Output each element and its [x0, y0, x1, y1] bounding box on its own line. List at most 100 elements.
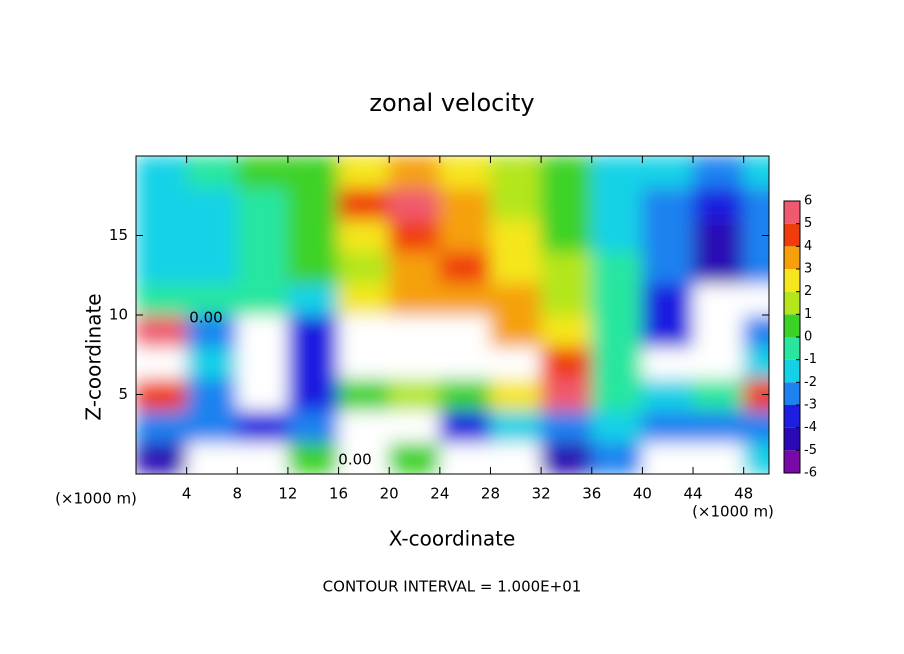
field-clip	[136, 156, 769, 474]
cell	[287, 250, 340, 284]
cell	[743, 346, 769, 380]
x-tick-label: 24	[430, 485, 449, 503]
cell	[489, 219, 542, 252]
cell	[743, 250, 769, 284]
cell	[641, 156, 694, 189]
cell	[540, 187, 593, 221]
cell	[236, 250, 289, 284]
cell	[489, 282, 542, 316]
colorbar-tick-label: -5	[804, 443, 817, 458]
cell	[743, 441, 769, 474]
cell	[186, 409, 238, 443]
cell	[439, 250, 491, 284]
cell	[186, 187, 238, 221]
cell	[591, 250, 643, 284]
cell	[540, 441, 593, 474]
x-tick-label: 8	[233, 485, 243, 503]
colorbar-tick-label: 3	[804, 262, 812, 277]
cell	[388, 409, 441, 443]
cell	[136, 250, 188, 284]
colorbar-tick-label: 2	[804, 284, 812, 299]
cell	[388, 219, 441, 252]
cell	[439, 282, 491, 316]
cell	[236, 187, 289, 221]
cell	[186, 441, 238, 474]
colorbar-band	[784, 291, 800, 315]
cell	[540, 250, 593, 284]
cell	[591, 441, 643, 474]
cell	[540, 378, 593, 411]
cell	[439, 409, 491, 443]
colorbar-tick-label: -6	[804, 466, 817, 481]
cell	[591, 156, 643, 189]
cell	[641, 409, 694, 443]
x-tick-label: 28	[481, 485, 500, 503]
cell	[489, 187, 542, 221]
colorbar-tick-label: -2	[804, 375, 817, 390]
cell	[388, 314, 441, 348]
cell	[338, 187, 390, 221]
cell	[338, 282, 390, 316]
cell	[692, 409, 745, 443]
cell	[186, 156, 238, 189]
x-tick-label: 16	[329, 485, 348, 503]
cell	[591, 219, 643, 252]
x-tick-label: 40	[633, 485, 652, 503]
cell	[136, 282, 188, 316]
cell	[236, 346, 289, 380]
cell	[743, 156, 769, 189]
x-axis-label: X-coordinate	[389, 527, 516, 551]
colorbar-tick-label: 6	[804, 194, 812, 209]
colorbar-tick-label: 1	[804, 307, 812, 322]
cell	[489, 250, 542, 284]
cell	[489, 441, 542, 474]
cell	[287, 441, 340, 474]
colorbar-band	[784, 269, 800, 292]
y-tick-label: 10	[109, 306, 128, 324]
cell	[136, 187, 188, 221]
cell	[641, 346, 694, 380]
cell	[136, 219, 188, 252]
cell	[186, 282, 238, 316]
cell	[236, 378, 289, 411]
colorbar-tick-label: -1	[804, 352, 817, 367]
cell	[692, 282, 745, 316]
cell	[540, 314, 593, 348]
cell	[743, 409, 769, 443]
cell	[136, 156, 188, 189]
colorbar-band	[784, 337, 800, 360]
cell	[236, 156, 289, 189]
cell	[186, 219, 238, 252]
cell	[439, 378, 491, 411]
y-tick-label: 15	[109, 226, 128, 244]
cell	[338, 156, 390, 189]
cell	[388, 250, 441, 284]
cell	[641, 314, 694, 348]
cell	[489, 378, 542, 411]
cell	[287, 409, 340, 443]
cell	[388, 378, 441, 411]
cell	[489, 156, 542, 189]
contour-label: 0.00	[189, 309, 222, 327]
cell	[388, 282, 441, 316]
colorbar-band	[784, 246, 800, 269]
cell	[591, 378, 643, 411]
cell	[338, 346, 390, 380]
colorbar-band	[784, 450, 800, 473]
cell	[439, 219, 491, 252]
cell	[388, 187, 441, 221]
x-unit-label: (×1000 m)	[692, 503, 774, 521]
cell	[692, 378, 745, 411]
cell	[692, 156, 745, 189]
colorbar-band	[784, 359, 800, 383]
cell	[692, 187, 745, 221]
cell	[186, 378, 238, 411]
x-tick-label: 20	[380, 485, 399, 503]
chart-title: zonal velocity	[369, 89, 534, 117]
colorbar-tick-label: -3	[804, 398, 817, 413]
colorbar-band	[784, 427, 800, 451]
cell	[136, 409, 188, 443]
contour-label: 0.00	[338, 451, 371, 469]
cell	[439, 156, 491, 189]
cell	[388, 346, 441, 380]
